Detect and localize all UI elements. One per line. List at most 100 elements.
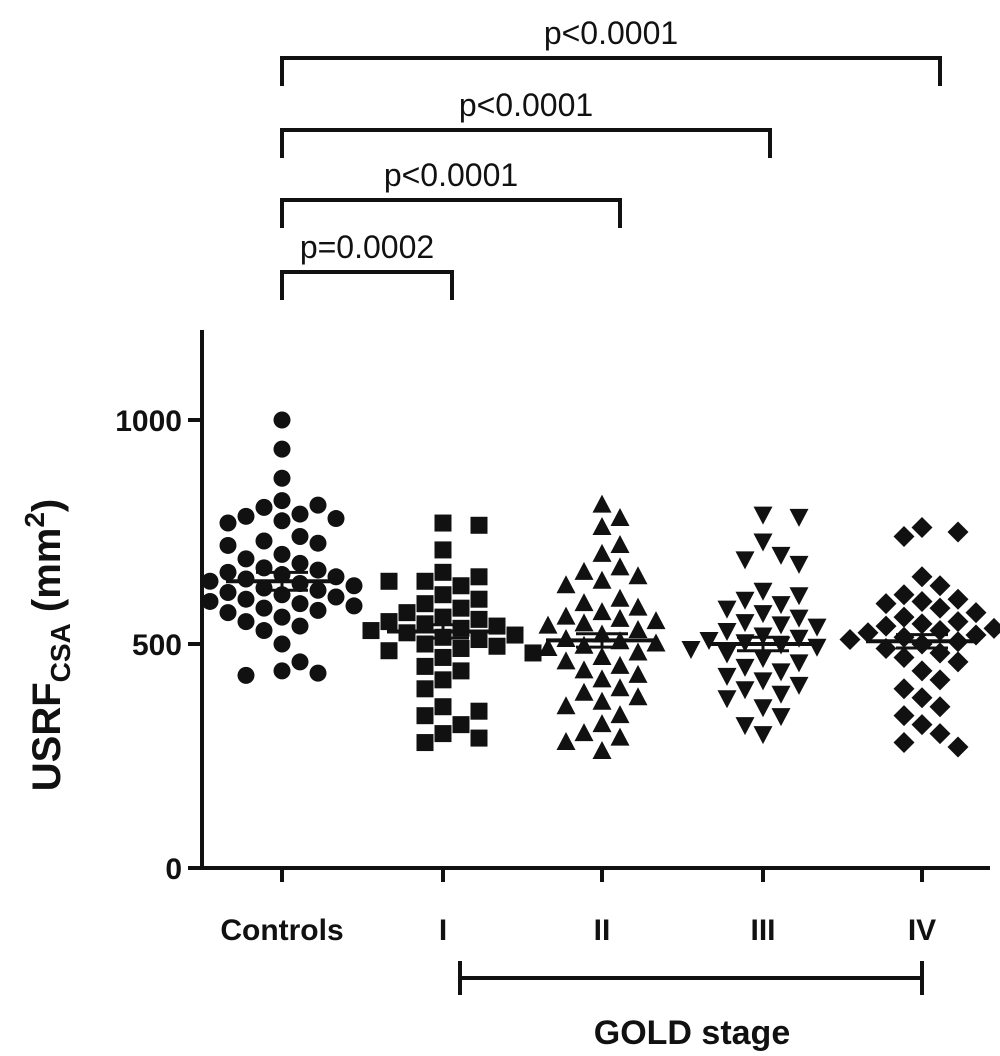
data-point-diamond (893, 732, 915, 754)
data-point-triangle-up (574, 682, 594, 701)
data-point-circle (273, 411, 291, 429)
data-point-square (434, 563, 452, 581)
data-point-square (434, 698, 452, 716)
data-point-diamond (947, 651, 969, 673)
data-point-circle (219, 536, 237, 554)
y-tick-label: 500 (132, 629, 182, 662)
data-point-square (380, 642, 398, 660)
data-point-circle (291, 554, 309, 572)
data-point-triangle-up (592, 646, 612, 665)
data-point-triangle-down (717, 690, 737, 709)
data-point-square (434, 725, 452, 743)
data-point-circle (237, 613, 255, 631)
data-point-triangle-down (771, 708, 791, 727)
mean-sem-bars (226, 570, 978, 653)
data-point-square (470, 516, 488, 534)
data-point-triangle-down (717, 645, 737, 664)
data-point-square (416, 734, 434, 752)
data-point-triangle-down (753, 672, 773, 691)
y-axis-label-main: USRF (25, 682, 69, 791)
data-point-circle (255, 498, 273, 516)
data-point-triangle-up (592, 517, 612, 536)
data-point-circle (291, 505, 309, 523)
data-point-diamond (857, 622, 879, 644)
data-point-triangle-up (628, 687, 648, 706)
comparison-bracket (280, 128, 772, 158)
data-point-circle (327, 510, 345, 528)
data-point-square (452, 716, 470, 734)
data-point-triangle-up (628, 566, 648, 585)
data-point-triangle-up (556, 732, 576, 751)
group-bracket: GOLD stage (458, 961, 924, 1052)
data-point-diamond (929, 575, 951, 597)
data-point-circle (309, 534, 327, 552)
data-point-circle (201, 592, 219, 610)
data-point-triangle-up (574, 723, 594, 742)
data-point-triangle-down (717, 623, 737, 642)
data-point-square (416, 657, 434, 675)
data-point-triangle-up (556, 651, 576, 670)
data-point-triangle-up (610, 655, 630, 674)
data-point-circle (255, 622, 273, 640)
data-point-triangle-up (610, 608, 630, 627)
data-point-circle (291, 527, 309, 545)
data-point-triangle-up (610, 705, 630, 724)
data-point-triangle-up (574, 593, 594, 612)
data-point-square (434, 608, 452, 626)
data-point-triangle-up (538, 615, 558, 634)
data-point-square (452, 662, 470, 680)
data-point-diamond (947, 521, 969, 543)
gold-stage-bracket (458, 961, 924, 995)
data-point-triangle-down (771, 663, 791, 682)
data-point-triangle-down (717, 667, 737, 686)
data-point-diamond (929, 696, 951, 718)
data-point-circle (219, 514, 237, 532)
y-tick-label: 0 (165, 853, 182, 886)
data-point-square (398, 604, 416, 622)
data-point-triangle-up (574, 660, 594, 679)
data-point-diamond (893, 646, 915, 668)
data-point-circle (291, 595, 309, 613)
data-point-square (470, 568, 488, 586)
data-point-triangle-down (735, 658, 755, 677)
data-point-square (470, 590, 488, 608)
data-point-diamond (911, 590, 933, 612)
data-point-triangle-up (628, 597, 648, 616)
data-point-square (452, 599, 470, 617)
data-point-circle (273, 469, 291, 487)
data-point-triangle-down (717, 600, 737, 619)
data-point-triangle-up (556, 606, 576, 625)
data-point-triangle-up (592, 741, 612, 760)
data-point-triangle-down (771, 616, 791, 635)
data-point-square (416, 572, 434, 590)
comparison-bracket (280, 270, 454, 300)
data-point-triangle-down (807, 618, 827, 637)
data-point-circle (327, 588, 345, 606)
data-point-triangle-down (771, 685, 791, 704)
data-point-triangle-up (574, 635, 594, 654)
data-point-square (380, 613, 398, 631)
data-point-triangle-down (753, 605, 773, 624)
data-point-circle (201, 572, 219, 590)
data-point-diamond (947, 736, 969, 758)
data-point-diamond (929, 597, 951, 619)
comparison-p-value: p<0.0001 (544, 15, 678, 51)
comparison-brackets: p=0.0002 p<0.0001 p<0.0001 p<0.0001 (280, 15, 942, 300)
data-point-square (470, 610, 488, 628)
x-tick-label: IV (908, 914, 936, 947)
x-tick-label: III (750, 914, 775, 947)
data-point-diamond (929, 620, 951, 642)
data-point-circle (219, 604, 237, 622)
data-point-triangle-down (789, 676, 809, 695)
data-point-triangle-up (592, 570, 612, 589)
data-point-triangle-up (592, 602, 612, 621)
data-point-circle (291, 575, 309, 593)
data-point-diamond (947, 611, 969, 633)
data-point-square (434, 671, 452, 689)
data-point-square (380, 572, 398, 590)
data-points (201, 411, 1000, 760)
data-point-circle (237, 666, 255, 684)
data-point-triangle-down (753, 699, 773, 718)
data-point-triangle-up (556, 629, 576, 648)
data-point-square (416, 595, 434, 613)
